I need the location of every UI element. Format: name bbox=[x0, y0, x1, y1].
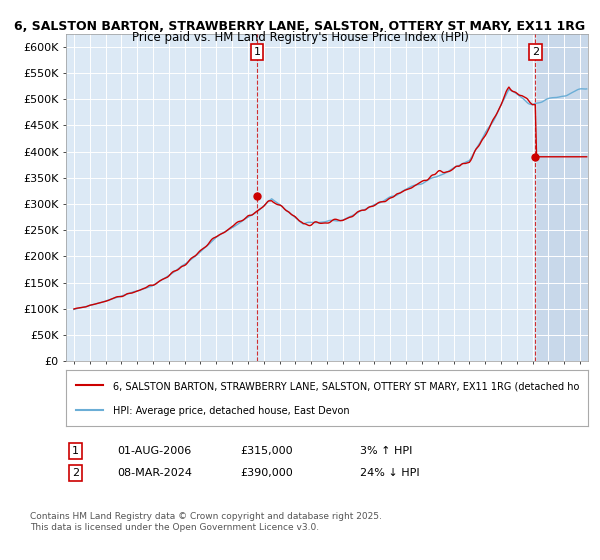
Text: HPI: Average price, detached house, East Devon: HPI: Average price, detached house, East… bbox=[113, 406, 350, 416]
Text: Price paid vs. HM Land Registry's House Price Index (HPI): Price paid vs. HM Land Registry's House … bbox=[131, 31, 469, 44]
Text: £390,000: £390,000 bbox=[240, 468, 293, 478]
Text: 6, SALSTON BARTON, STRAWBERRY LANE, SALSTON, OTTERY ST MARY, EX11 1RG (detached : 6, SALSTON BARTON, STRAWBERRY LANE, SALS… bbox=[113, 381, 580, 391]
Text: 24% ↓ HPI: 24% ↓ HPI bbox=[360, 468, 419, 478]
Text: 2: 2 bbox=[72, 468, 79, 478]
Text: 1: 1 bbox=[72, 446, 79, 456]
Text: Contains HM Land Registry data © Crown copyright and database right 2025.
This d: Contains HM Land Registry data © Crown c… bbox=[30, 512, 382, 532]
Text: 08-MAR-2024: 08-MAR-2024 bbox=[117, 468, 192, 478]
Text: 2: 2 bbox=[532, 47, 539, 57]
Text: 1: 1 bbox=[254, 47, 260, 57]
Bar bbox=[536, 34, 588, 361]
Text: £315,000: £315,000 bbox=[240, 446, 293, 456]
Text: 3% ↑ HPI: 3% ↑ HPI bbox=[360, 446, 412, 456]
Text: 6, SALSTON BARTON, STRAWBERRY LANE, SALSTON, OTTERY ST MARY, EX11 1RG: 6, SALSTON BARTON, STRAWBERRY LANE, SALS… bbox=[14, 20, 586, 32]
Text: 01-AUG-2006: 01-AUG-2006 bbox=[117, 446, 191, 456]
